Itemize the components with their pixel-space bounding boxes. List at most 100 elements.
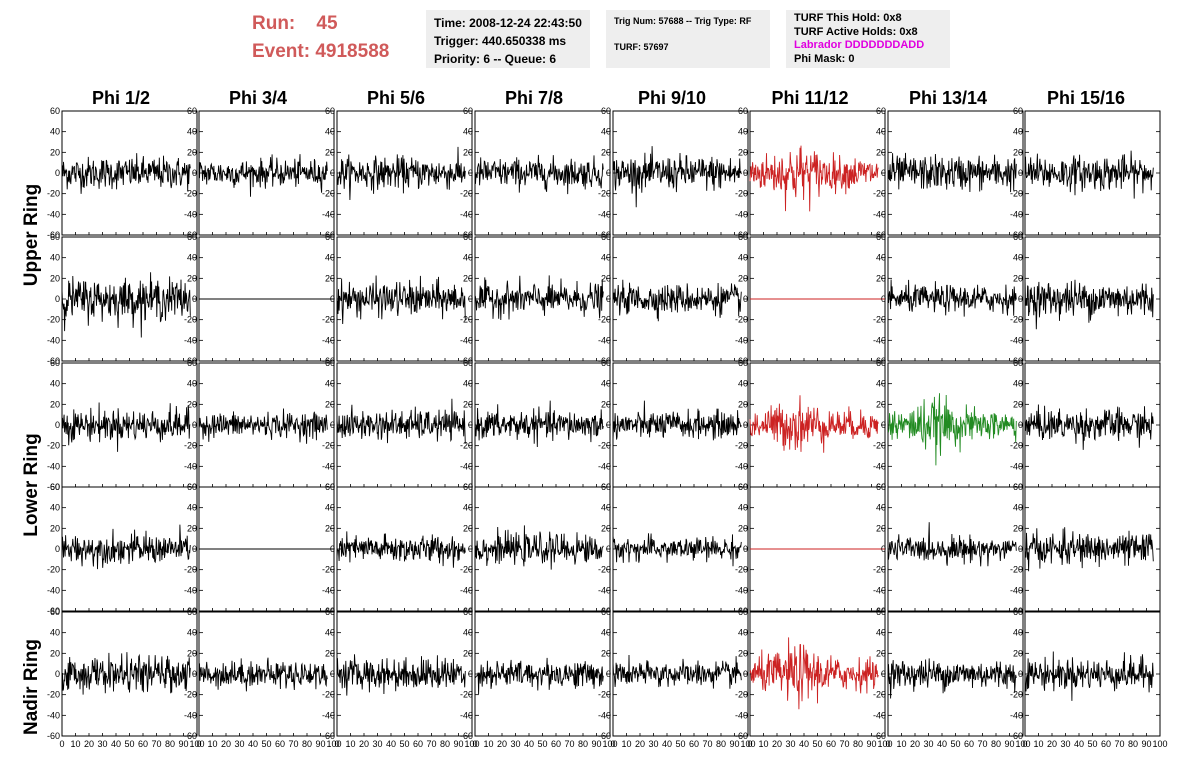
x-tick-label: 30 [97,739,107,749]
y-tick-label: -40 [184,585,197,595]
waveform-trace-r2-c3 [474,400,604,448]
y-tick-label: 20 [601,399,611,409]
y-tick-label: 40 [50,127,60,137]
y-tick-label: 40 [187,503,197,513]
y-tick-label: -40 [322,335,335,345]
y-tick-label: 60 [738,358,748,368]
y-tick-label: 0 [468,544,473,554]
y-tick-label: 0 [1018,168,1023,178]
x-tick-label: 10 [483,739,493,749]
y-tick-label: 20 [601,648,611,658]
x-tick-label: 100 [740,739,755,749]
waveform-trace-r0-c4 [612,146,742,208]
y-tick-label: 40 [1013,503,1023,513]
y-tick-label: -40 [873,209,886,219]
y-tick-label: 20 [876,523,886,533]
y-tick-label: -40 [460,461,473,471]
y-tick-label: -20 [184,315,197,325]
y-tick-label: -40 [1010,209,1023,219]
y-tick-label: 0 [468,294,473,304]
y-tick-label: 0 [881,420,886,430]
y-tick-label: -40 [598,461,611,471]
x-tick-label: 90 [1004,739,1014,749]
x-tick-label: 70 [702,739,712,749]
event-row: Event: 4918588 [252,38,389,66]
x-tick-label: 80 [302,739,312,749]
y-tick-label: -60 [322,230,335,240]
y-tick-label: -40 [184,335,197,345]
x-tick-label: 60 [551,739,561,749]
x-tick-label: 90 [729,739,739,749]
y-tick-label: -20 [598,690,611,700]
x-tick-label: 40 [1074,739,1084,749]
x-tick-label: 100 [877,739,892,749]
y-tick-label: -40 [598,209,611,219]
y-tick-label: 0 [55,544,60,554]
y-tick-label: 20 [738,648,748,658]
turf-text: TURF: 57697 [614,42,669,52]
y-tick-label: 40 [50,379,60,389]
x-tick-label: 30 [1060,739,1070,749]
y-tick-label: 40 [876,379,886,389]
y-tick-label: 0 [192,544,197,554]
y-tick-label: 60 [1013,358,1023,368]
y-tick-label: 20 [325,523,335,533]
x-tick-label: 30 [234,739,244,749]
time-text: Time: 2008-12-24 22:43:50 [434,16,582,30]
x-tick-label: 20 [84,739,94,749]
y-tick-label: -60 [1010,731,1023,741]
y-tick-label: 60 [738,607,748,617]
y-tick-label: 0 [330,294,335,304]
y-tick-label: -60 [1010,230,1023,240]
y-tick-label: 40 [876,628,886,638]
y-tick-label: 20 [463,399,473,409]
y-tick-label: 0 [743,168,748,178]
x-tick-label: 100 [326,739,341,749]
x-tick-label: 70 [839,739,849,749]
y-tick-label: 20 [463,648,473,658]
waveform-trace-r1-c0 [61,272,191,338]
x-tick-label: 60 [689,739,699,749]
y-tick-label: 0 [1018,669,1023,679]
waveform-trace-r3-c4 [612,533,742,567]
turf-active-holds: TURF Active Holds: 0x8 [794,25,918,38]
y-tick-label: -20 [735,565,748,575]
y-tick-label: -40 [1010,585,1023,595]
waveform-trace-r1-c7 [1024,278,1154,330]
waveform-trace-r1-c4 [612,279,742,322]
y-tick-label: -20 [1010,189,1023,199]
y-tick-label: 60 [738,482,748,492]
waveform-trace-r4-c7 [1024,651,1154,701]
x-tick-label: 80 [440,739,450,749]
x-tick-label: 20 [910,739,920,749]
y-tick-label: 60 [601,482,611,492]
y-tick-label: -60 [735,230,748,240]
y-tick-label: 60 [50,358,60,368]
y-tick-label: 20 [738,523,748,533]
y-tick-label: -60 [47,356,60,366]
waveform-trace-r0-c2 [336,146,466,201]
x-tick-label: 40 [248,739,258,749]
x-tick-label: 30 [923,739,933,749]
y-tick-label: -40 [460,335,473,345]
y-tick-label: 60 [50,482,60,492]
y-tick-label: 40 [601,628,611,638]
waveform-trace-r0-c3 [474,154,604,195]
y-tick-label: 40 [876,127,886,137]
y-tick-label: 0 [881,669,886,679]
x-tick-label: 100 [1152,739,1167,749]
y-tick-label: -20 [184,565,197,575]
y-tick-label: 60 [187,482,197,492]
y-tick-label: 60 [601,232,611,242]
x-tick-label: 10 [70,739,80,749]
y-tick-label: 0 [192,669,197,679]
y-tick-label: 60 [1013,232,1023,242]
x-tick-label: 60 [826,739,836,749]
x-tick-label: 20 [772,739,782,749]
y-tick-label: 0 [881,544,886,554]
y-tick-label: 40 [876,253,886,263]
y-tick-label: -20 [735,690,748,700]
run-row: Run: 45 [252,10,389,38]
y-tick-label: 20 [463,273,473,283]
y-tick-label: 20 [601,147,611,157]
